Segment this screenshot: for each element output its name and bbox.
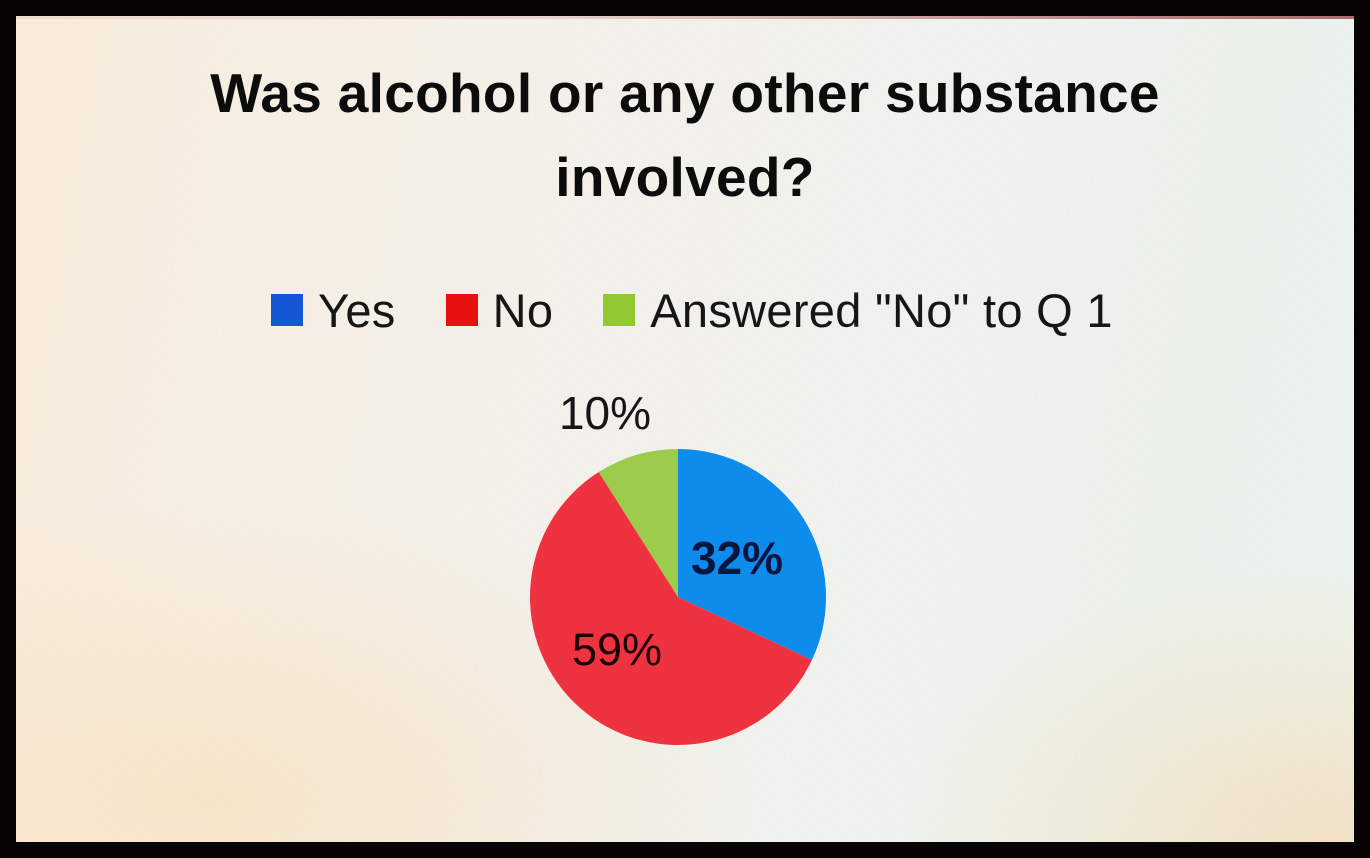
svg-text:59%: 59%	[572, 624, 662, 675]
svg-text:10%: 10%	[559, 387, 651, 439]
svg-text:32%: 32%	[691, 532, 783, 584]
